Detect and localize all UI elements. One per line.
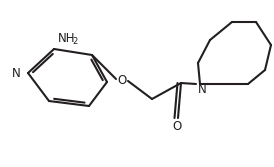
Text: 2: 2	[72, 37, 77, 45]
Text: O: O	[172, 121, 182, 133]
Text: NH: NH	[58, 32, 76, 44]
Text: O: O	[117, 73, 127, 87]
Text: N: N	[12, 66, 21, 79]
Text: N: N	[198, 82, 206, 96]
